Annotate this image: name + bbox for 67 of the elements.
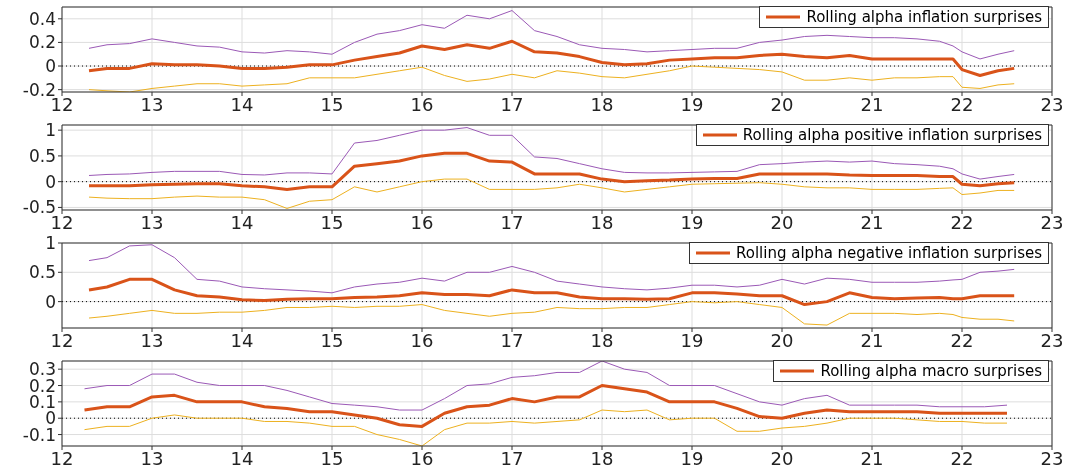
- x-tick-label: 23: [1040, 329, 1064, 351]
- y-tick-label: 0.5: [28, 145, 56, 166]
- x-tick-label: 19: [680, 211, 704, 233]
- line-series: [83, 384, 1009, 428]
- x-tick-label: 22: [950, 211, 974, 233]
- y-tick-label: 0: [45, 56, 56, 77]
- x-tick-label: 12: [50, 447, 74, 469]
- x-tick-label: 17: [500, 93, 524, 115]
- x-tick-label: 13: [140, 211, 164, 233]
- x-tick-label: 16: [410, 93, 434, 115]
- x-tick-label: 13: [140, 447, 164, 469]
- x-tick-label: 19: [680, 447, 704, 469]
- x-tick-label: 21: [860, 211, 884, 233]
- x-tick-label: 15: [320, 211, 344, 233]
- x-tick-label: 19: [680, 93, 704, 115]
- x-tick-label: 16: [410, 447, 434, 469]
- x-tick-label: 15: [320, 447, 344, 469]
- line-series: [87, 39, 1016, 77]
- x-tick-label: 22: [950, 329, 974, 351]
- legend-label: Rolling alpha inflation surprises: [806, 8, 1042, 26]
- y-tick-label: 0.5: [28, 262, 56, 283]
- x-tick-label: 12: [50, 329, 74, 351]
- x-tick-label: 20: [770, 447, 794, 469]
- x-tick-label: 23: [1040, 447, 1064, 469]
- x-tick-label: 14: [230, 93, 254, 115]
- x-tick-label: 14: [230, 447, 254, 469]
- x-tick-label: 13: [140, 93, 164, 115]
- x-tick-label: 18: [590, 93, 614, 115]
- x-tick-label: 21: [860, 447, 884, 469]
- legend-label: Rolling alpha negative inflation surprises: [736, 244, 1042, 262]
- line-series: [88, 178, 1015, 209]
- y-tick-label: 0: [45, 291, 56, 312]
- y-tick-label: 0: [45, 171, 56, 192]
- x-tick-label: 17: [500, 329, 524, 351]
- y-tick-label: 1: [45, 233, 56, 254]
- y-tick-label: 0.4: [28, 8, 56, 29]
- y-tick-label: 1: [45, 120, 56, 141]
- x-tick-label: 14: [230, 329, 254, 351]
- y-tick-label: 0.2: [28, 32, 56, 53]
- legend-label: Rolling alpha macro surprises: [820, 362, 1042, 380]
- x-tick-label: 15: [320, 329, 344, 351]
- x-tick-label: 15: [320, 93, 344, 115]
- line-series: [88, 65, 1015, 92]
- legend-label: Rolling alpha positive inflation surprises: [742, 126, 1042, 144]
- x-tick-label: 19: [680, 329, 704, 351]
- x-tick-label: 22: [950, 93, 974, 115]
- x-tick-label: 17: [500, 447, 524, 469]
- x-tick-label: 13: [140, 329, 164, 351]
- x-tick-label: 16: [410, 211, 434, 233]
- x-tick-label: 20: [770, 93, 794, 115]
- line-series: [87, 277, 1016, 307]
- x-tick-label: 17: [500, 211, 524, 233]
- x-tick-label: 23: [1040, 211, 1064, 233]
- x-tick-label: 22: [950, 447, 974, 469]
- x-tick-label: 18: [590, 211, 614, 233]
- line-series: [88, 301, 1015, 326]
- line-series: [84, 409, 1008, 446]
- x-tick-label: 20: [770, 211, 794, 233]
- x-tick-label: 18: [590, 447, 614, 469]
- x-tick-label: 21: [860, 329, 884, 351]
- x-tick-label: 14: [230, 211, 254, 233]
- x-tick-label: 20: [770, 329, 794, 351]
- x-tick-label: 23: [1040, 93, 1064, 115]
- x-tick-label: 18: [590, 329, 614, 351]
- x-tick-label: 16: [410, 329, 434, 351]
- line-series: [87, 151, 1016, 191]
- x-tick-label: 21: [860, 93, 884, 115]
